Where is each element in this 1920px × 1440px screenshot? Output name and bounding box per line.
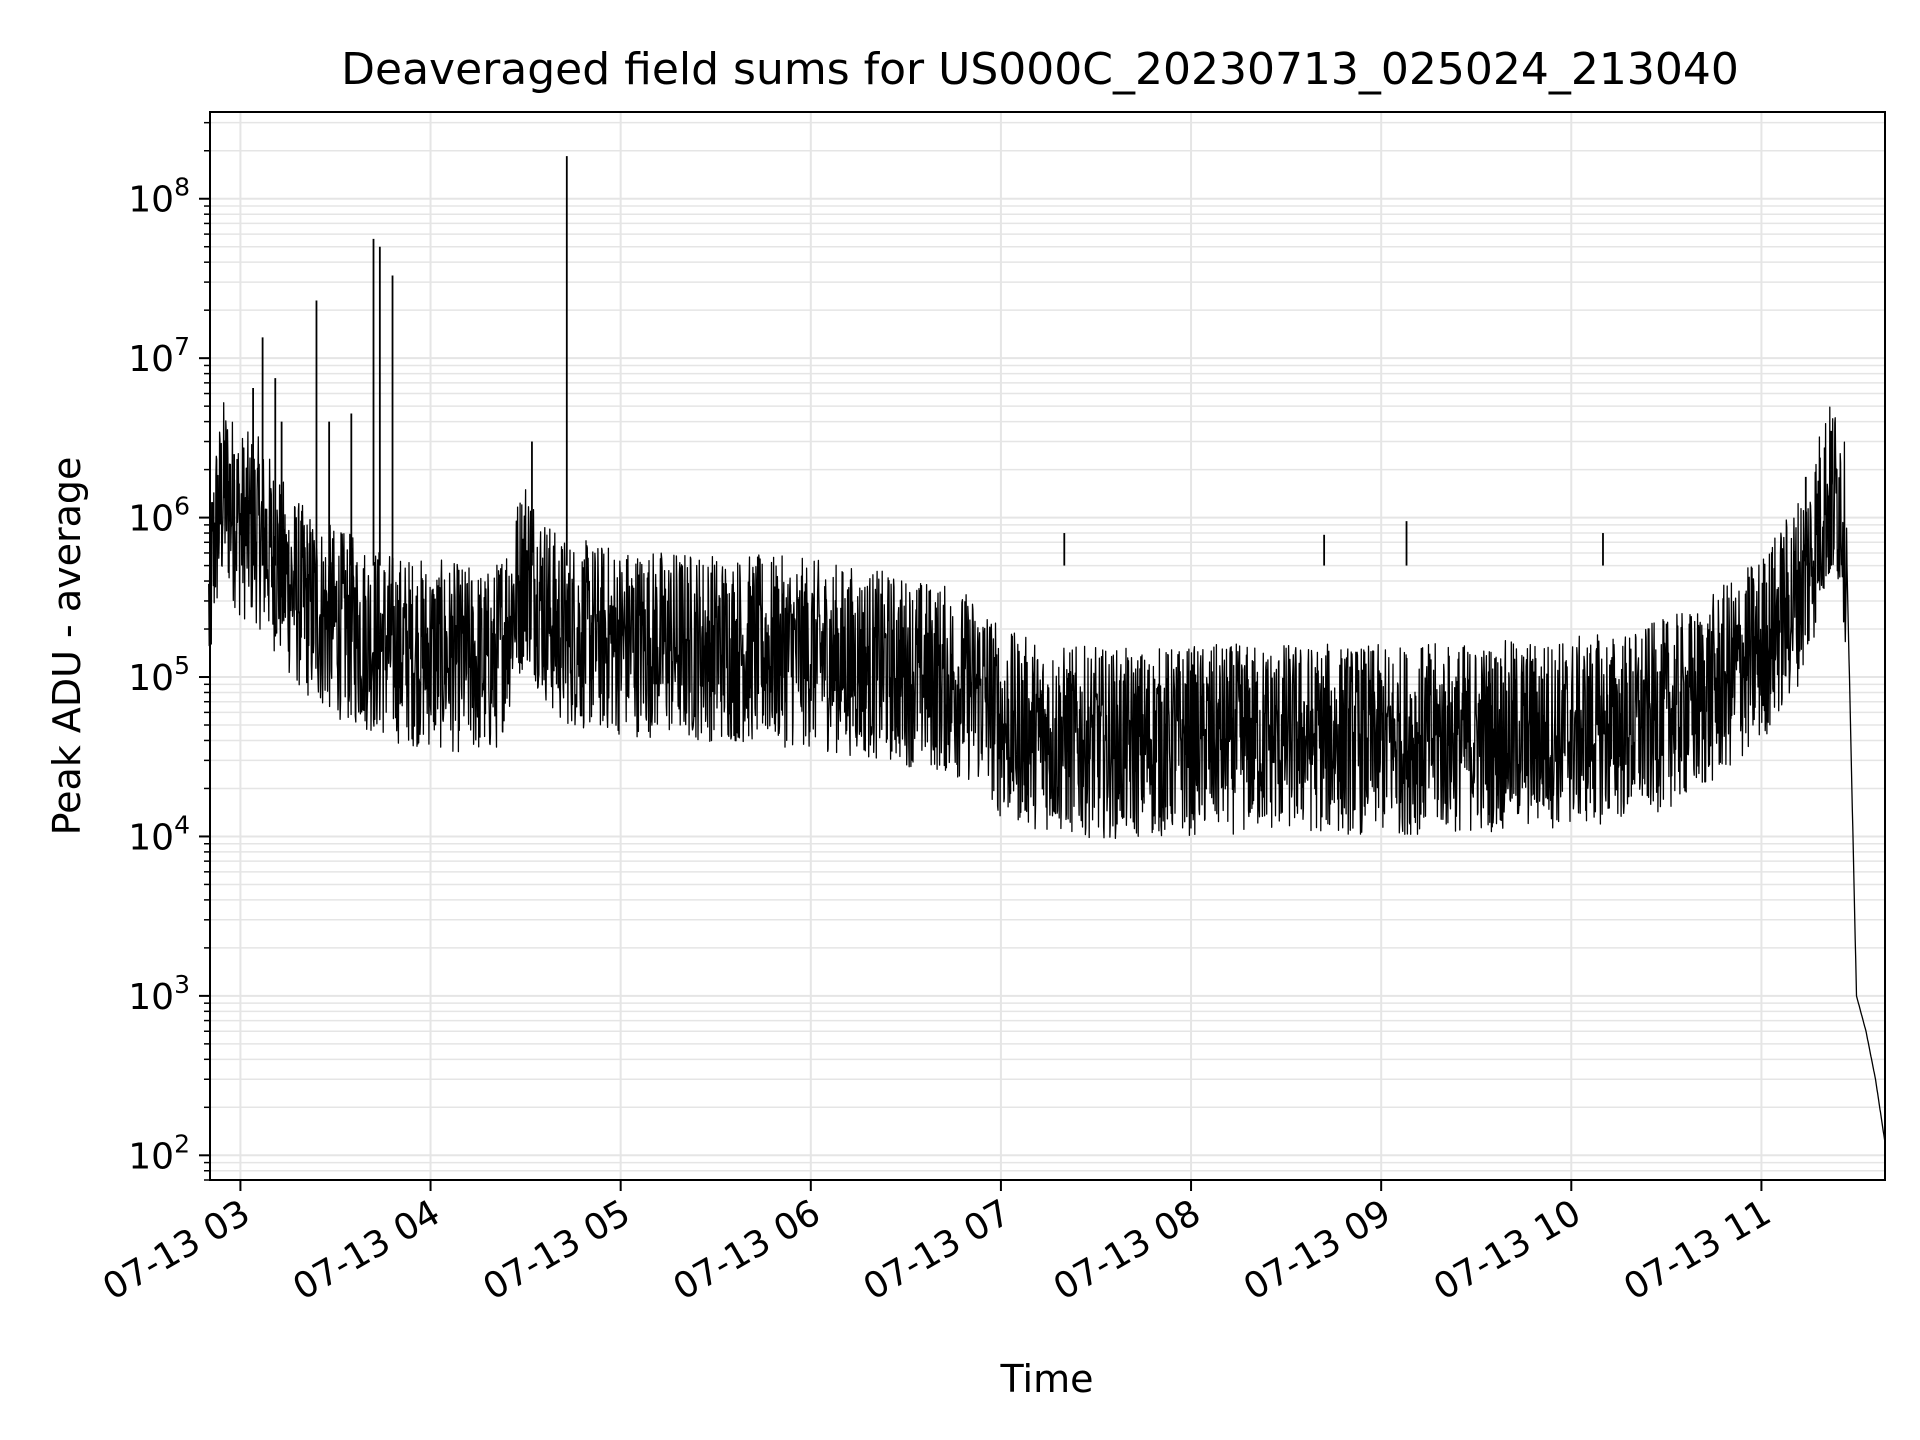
data-series	[208, 156, 1886, 1143]
y-tick-label: 104	[128, 810, 190, 858]
x-axis-label: Time	[1000, 1357, 1094, 1401]
series-line	[208, 402, 1886, 1143]
y-tick-label: 105	[128, 651, 190, 699]
x-tick-label: 07-13 04	[286, 1192, 447, 1308]
grid-lines	[210, 112, 1885, 1181]
x-axis: 07-13 03 07-13 04 07-13 05 07-13 06 07-13 07…	[96, 1180, 1778, 1309]
chart-title: Deaveraged field sums for US000C_2023071…	[341, 44, 1739, 95]
y-tick-label: 103	[128, 970, 190, 1018]
x-tick-label: 07-13 10	[1427, 1192, 1588, 1308]
y-axis: 102 103 104 105 106 107 108	[128, 121, 210, 1181]
x-tick-label: 07-13 11	[1617, 1192, 1778, 1308]
x-tick-label: 07-13 03	[96, 1192, 257, 1308]
y-tick-label: 107	[128, 332, 190, 380]
x-tick-label: 07-13 07	[857, 1192, 1018, 1308]
y-axis-label: Peak ADU - average	[45, 457, 89, 836]
x-tick-label: 07-13 05	[476, 1192, 637, 1308]
x-tick-label: 07-13 09	[1237, 1192, 1398, 1308]
plot-area-frame	[209, 111, 1886, 1181]
y-tick-label: 102	[128, 1129, 190, 1177]
y-tick-label: 106	[128, 492, 190, 540]
x-tick-label: 07-13 06	[667, 1192, 828, 1308]
x-tick-label: 07-13 08	[1047, 1192, 1208, 1308]
y-tick-label: 108	[128, 173, 190, 221]
